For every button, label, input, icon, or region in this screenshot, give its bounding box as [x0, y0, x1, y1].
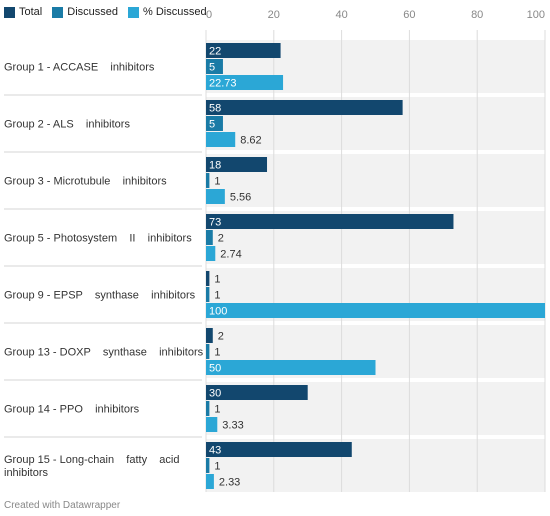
bar-discussed	[206, 287, 210, 302]
value-label: 30	[209, 388, 221, 400]
value-label: 2.33	[219, 477, 240, 489]
x-tick-label: 80	[471, 9, 483, 21]
bar-discussed	[206, 401, 210, 416]
category-label: Group 14 - PPO inhibitors	[4, 404, 140, 416]
bar-discussed	[206, 246, 216, 261]
value-label: 22.73	[209, 78, 237, 90]
legend-item-percent-discussed: % Discussed	[128, 6, 207, 18]
x-tick-label: 60	[403, 9, 415, 21]
value-label: 5	[209, 62, 215, 74]
value-label: 5	[209, 119, 215, 131]
bar-total	[206, 385, 308, 400]
bar-discussed	[206, 59, 223, 74]
bar-discussed	[206, 132, 236, 147]
bar-discussed	[206, 344, 210, 359]
bar-total	[206, 157, 268, 172]
bar-discussed	[206, 189, 225, 204]
bar-discussed	[206, 360, 376, 375]
category-label: inhibitors	[4, 467, 49, 479]
bar-discussed	[206, 230, 213, 245]
value-label: 2	[218, 331, 224, 343]
value-label: 43	[209, 445, 221, 457]
category-label: Group 13 - DOXP synthase inhibitors	[4, 347, 204, 359]
bar-total	[206, 442, 352, 457]
bar-total	[206, 43, 281, 58]
bar-total	[206, 100, 403, 115]
grouped-bar-chart: 0 20 40 60 80 100 Group 1 - ACCASE inhibitors G…	[4, 9, 546, 492]
value-label: 1	[214, 290, 220, 302]
value-label: 2.74	[220, 249, 241, 261]
x-tick-label: 100	[527, 9, 545, 21]
legend-label-discussed: Discussed	[67, 6, 118, 18]
legend-item-total: Total	[4, 6, 42, 18]
category-label: Group 9 - EPSP synthase inhibitors	[4, 290, 196, 302]
bar-total	[206, 328, 213, 343]
value-label: 1	[214, 461, 220, 473]
legend-swatch-discussed	[52, 6, 64, 18]
value-label: 2	[218, 233, 224, 245]
category-label: Group 2 - ALS inhibitors	[4, 119, 130, 131]
value-label: 22	[209, 46, 221, 58]
legend-swatch-total	[4, 6, 15, 18]
category-label: Group 3 - Microtubule inhibitors	[4, 176, 167, 188]
legend-swatch-percent-discussed	[128, 6, 139, 18]
value-label: 50	[209, 363, 221, 375]
value-label: 100	[209, 306, 227, 318]
category-label: Group 5 - Photosystem II inhibitors	[4, 233, 192, 245]
legend-label-total: Total	[19, 6, 43, 18]
legend-label-percent-discussed: % Discussed	[143, 6, 207, 18]
x-tick-label: 40	[335, 9, 347, 21]
bar-discussed	[206, 474, 214, 489]
value-label: 1	[214, 274, 220, 286]
footer-credit: Created with Datawrapper	[4, 500, 121, 511]
value-label: 1	[214, 176, 220, 188]
bar-discussed	[206, 116, 223, 131]
value-label: 73	[209, 217, 221, 229]
bar-discussed	[206, 75, 284, 90]
value-label: 58	[209, 103, 221, 115]
bar-discussed	[206, 417, 218, 432]
bar-total	[206, 271, 210, 286]
value-label: 1	[214, 404, 220, 416]
value-label: 8.62	[240, 135, 261, 147]
bar-total	[206, 214, 454, 229]
value-label: 1	[214, 347, 220, 359]
chart-legend: Total Discussed % Discussed	[4, 4, 217, 20]
value-label: 3.33	[222, 420, 243, 432]
value-label: 18	[209, 160, 221, 172]
x-tick-label: 0	[206, 9, 212, 21]
x-tick-label: 20	[268, 9, 280, 21]
category-label: Group 1 - ACCASE inhibitors	[4, 62, 155, 74]
bar-discussed	[206, 303, 545, 318]
category-label: Group 15 - Long-chain fatty acid	[4, 454, 179, 466]
value-label: 5.56	[230, 192, 251, 204]
legend-item-discussed: Discussed	[52, 6, 118, 18]
bar-discussed	[206, 173, 210, 188]
bar-discussed	[206, 458, 210, 473]
